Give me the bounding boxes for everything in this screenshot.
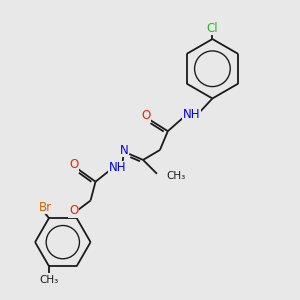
Text: Br: Br (38, 201, 52, 214)
Text: O: O (69, 204, 78, 217)
Text: Cl: Cl (207, 22, 218, 34)
Text: O: O (141, 109, 151, 122)
Text: O: O (69, 158, 78, 171)
Text: N: N (120, 143, 129, 157)
Text: CH₃: CH₃ (167, 171, 186, 181)
Text: NH: NH (109, 161, 126, 174)
Text: CH₃: CH₃ (39, 275, 58, 285)
Text: NH: NH (183, 108, 200, 121)
